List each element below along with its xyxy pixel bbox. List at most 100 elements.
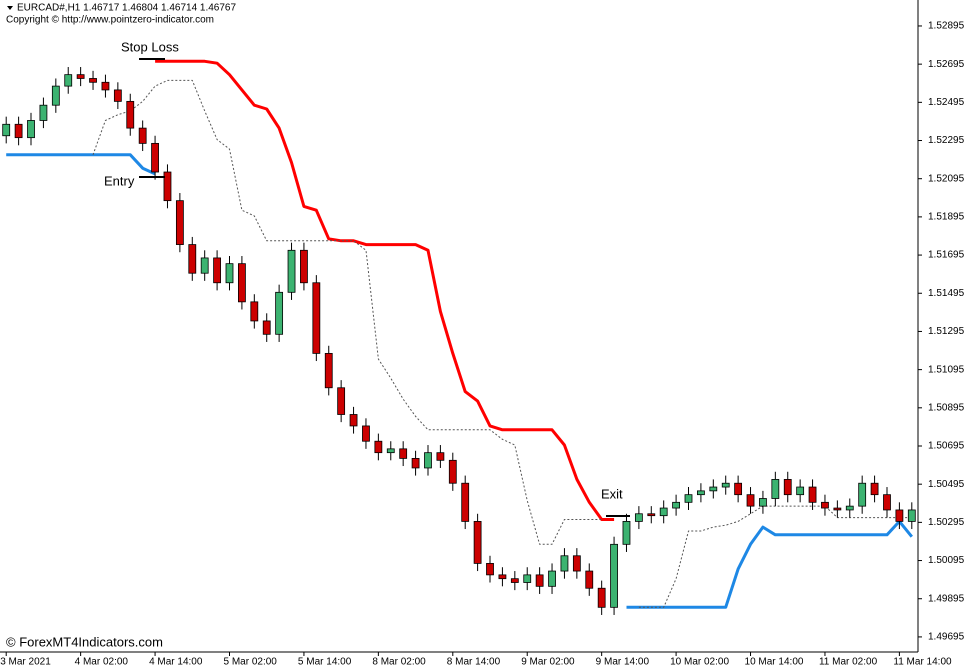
candle-body <box>225 263 234 284</box>
x-tick-label: 4 Mar 14:00 <box>149 657 203 668</box>
x-tick-label: 4 Mar 02:00 <box>75 657 129 668</box>
watermark: © ForexMT4Indicators.com <box>6 634 163 649</box>
candle-body <box>362 425 370 442</box>
candle-body <box>39 104 48 121</box>
candle-body <box>386 448 395 454</box>
candle-body <box>858 482 867 507</box>
candle-body <box>709 486 718 492</box>
x-tick-label: 10 Mar 02:00 <box>670 657 729 668</box>
y-tick-label: 1.52095 <box>928 173 965 184</box>
candle-body <box>498 574 507 580</box>
x-tick-label: 8 Mar 02:00 <box>372 657 426 668</box>
candle-body <box>337 387 346 415</box>
x-tick-label: 10 Mar 14:00 <box>745 657 804 668</box>
candle-body <box>238 263 246 303</box>
candle-body <box>287 249 296 293</box>
candle-body <box>411 458 420 469</box>
candle-body <box>684 494 693 503</box>
menu-arrow[interactable] <box>7 6 13 10</box>
y-tick-label: 1.50095 <box>928 555 965 566</box>
candle-body <box>548 570 556 587</box>
x-tick-label: 5 Mar 14:00 <box>298 657 352 668</box>
candle-body <box>672 501 680 509</box>
candle-body <box>697 490 705 496</box>
x-tick-label: 5 Mar 02:00 <box>224 657 278 668</box>
exit-label: Exit <box>601 486 623 501</box>
candle-body <box>175 200 184 245</box>
candle-body <box>523 574 532 583</box>
candle-body <box>808 486 817 503</box>
candle-body <box>89 78 97 83</box>
candle-body <box>200 257 209 274</box>
candle-body <box>659 507 668 517</box>
y-tick-label: 1.51695 <box>928 250 965 261</box>
symbol-line: EURCAD#,H1 1.46717 1.46804 1.46714 1.467… <box>17 3 236 14</box>
x-tick-label: 11 Mar 02:00 <box>819 657 878 668</box>
candle-body <box>535 574 544 587</box>
candle-body <box>213 257 221 284</box>
candle-body <box>771 479 780 499</box>
candle-body <box>486 563 494 576</box>
candle-body <box>349 414 358 427</box>
candle-body <box>634 513 643 522</box>
candle-body <box>126 100 135 129</box>
plot-area <box>2 59 916 615</box>
y-tick-label: 1.52695 <box>928 59 965 70</box>
candle-body <box>424 452 432 469</box>
y-tick-label: 1.49895 <box>928 593 965 604</box>
candle-body <box>473 521 482 564</box>
candle-body <box>796 486 805 496</box>
candle-body <box>151 142 159 173</box>
candle-body <box>113 89 122 102</box>
candle-body <box>734 482 743 496</box>
x-tick-label: 11 Mar 14:00 <box>893 657 952 668</box>
candle-body <box>14 123 23 139</box>
candle-body <box>101 81 110 91</box>
candle-body <box>262 320 271 335</box>
candle-body <box>895 509 904 522</box>
candle-body <box>585 570 594 589</box>
candle-body <box>461 482 470 522</box>
candle-body <box>399 448 408 459</box>
candle-body <box>560 555 569 572</box>
candle-body <box>845 505 854 511</box>
x-tick-label: 3 Mar 2021 <box>0 657 51 668</box>
candle-body <box>721 482 730 488</box>
y-tick-label: 1.49695 <box>928 632 965 643</box>
candle-body <box>833 507 842 511</box>
candle-body <box>907 509 916 522</box>
copyright: Copyright © http://www.pointzero-indicat… <box>6 15 214 26</box>
candle-body <box>275 291 284 335</box>
candle-body <box>448 459 457 484</box>
y-tick-label: 1.51895 <box>928 212 965 223</box>
candle-body <box>2 123 11 137</box>
candle-body <box>746 494 755 507</box>
candle-body <box>610 543 618 608</box>
stop-loss-label: Stop Loss <box>121 39 179 54</box>
y-tick-label: 1.52895 <box>928 21 965 32</box>
entry-label: Entry <box>104 173 135 188</box>
candle-body <box>76 74 85 79</box>
candle-body <box>436 452 445 461</box>
y-tick-label: 1.50495 <box>928 479 965 490</box>
y-tick-label: 1.51295 <box>928 326 965 337</box>
candle-body <box>374 440 383 454</box>
candle-body <box>138 127 147 144</box>
candle-body <box>250 301 259 322</box>
candle-body <box>870 482 879 496</box>
y-tick-label: 1.52495 <box>928 97 965 108</box>
y-tick-label: 1.50295 <box>928 517 965 528</box>
y-tick-label: 1.50695 <box>928 441 965 452</box>
candle-body <box>64 74 73 87</box>
x-tick-label: 8 Mar 14:00 <box>447 657 501 668</box>
candle-body <box>27 120 35 139</box>
candle-body <box>51 85 60 106</box>
y-tick-label: 1.50895 <box>928 402 965 413</box>
candle-body <box>572 555 581 572</box>
y-tick-label: 1.51095 <box>928 364 965 375</box>
candle-body <box>783 479 792 496</box>
y-tick-label: 1.51495 <box>928 288 965 299</box>
indicator-line <box>6 153 913 609</box>
candle-body <box>597 587 606 608</box>
